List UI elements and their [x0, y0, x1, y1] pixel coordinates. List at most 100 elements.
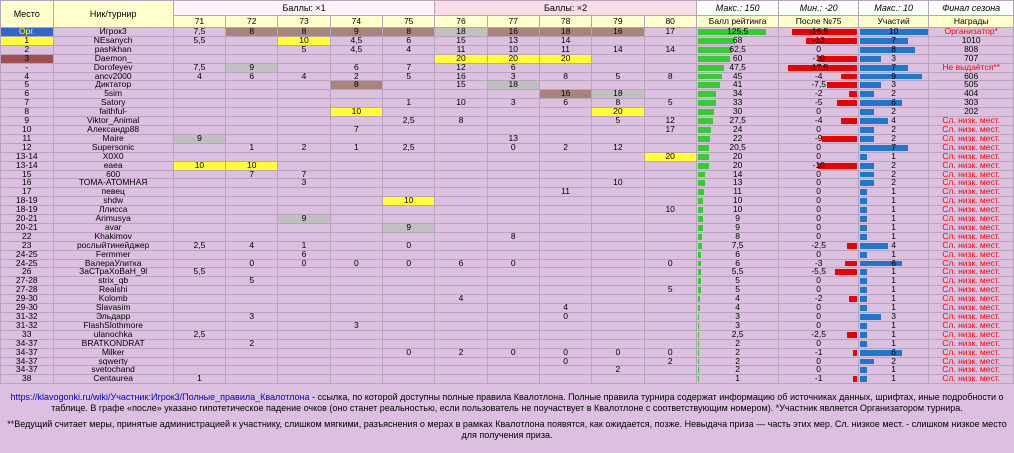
score-cell: [643, 80, 697, 91]
score-cell: [277, 347, 331, 358]
score-cell: [277, 133, 331, 144]
score-cell: 14: [538, 35, 593, 46]
rating-value: 6: [735, 250, 740, 259]
score-cell: [172, 178, 227, 189]
score-cell: [382, 249, 436, 260]
table-row: 27-28 Realshi 5 5 0 1 Сл. низк. мест.: [0, 285, 1014, 296]
score-cell: [172, 196, 227, 207]
after-value: -3: [814, 259, 823, 268]
rating-bar: [697, 216, 703, 222]
after-value: -7,5: [811, 80, 826, 90]
count-cell: 7: [857, 62, 930, 73]
count-bar: [859, 91, 874, 98]
score-cell: [643, 53, 697, 64]
score-cell: [225, 196, 279, 207]
header-tournament-80: 80: [643, 15, 697, 28]
header-final: Финал сезона: [928, 0, 1014, 16]
score-cell: [538, 222, 593, 233]
score-cell: 0: [382, 347, 436, 358]
award-cell: Сл. низк. мест.: [928, 338, 1014, 349]
score-cell: [382, 160, 436, 171]
score-cell: [172, 44, 227, 55]
score-cell: [591, 222, 645, 233]
nick-cell: Эльдарр: [52, 312, 174, 322]
count-bar: [859, 287, 867, 294]
score-cell: 5,5: [172, 267, 227, 278]
rating-cell: 2: [695, 365, 780, 376]
score-cell: [172, 142, 227, 153]
after-value: 0: [816, 125, 821, 134]
count-cell: 8: [857, 44, 930, 55]
award-cell: Сл. низк. мест.: [928, 214, 1014, 224]
award-cell: Сл. низк. мест.: [928, 365, 1014, 376]
rating-cell: 7,5: [695, 240, 780, 251]
score-cell: [172, 151, 227, 162]
count-value: 1: [891, 205, 896, 215]
score-cell: 20: [434, 53, 488, 64]
count-value: 3: [891, 80, 896, 90]
count-value: 1: [891, 267, 896, 277]
score-cell: [591, 160, 645, 171]
award-cell: Сл. низк. мест.: [928, 133, 1014, 144]
rating-cell: 5: [695, 285, 780, 296]
rating-cell: 11: [695, 187, 780, 198]
rating-cell: 22: [695, 133, 780, 144]
after-cell: -4: [778, 71, 859, 82]
score-cell: [643, 178, 697, 189]
after-bar: [849, 296, 857, 303]
count-bar: [859, 171, 874, 178]
count-value: 7: [891, 36, 896, 45]
score-cell: 11: [538, 187, 593, 198]
score-cell: [486, 196, 540, 207]
header-awards: Награды: [928, 15, 1014, 28]
score-cell: [172, 294, 227, 305]
score-cell: [643, 142, 697, 153]
after-value: 0: [816, 357, 821, 366]
nick-cell: певец: [52, 187, 174, 198]
score-cell: [643, 338, 697, 349]
rules-link[interactable]: https://klavogonki.ru/wiki/Участник:Игро…: [10, 392, 310, 402]
score-cell: [382, 320, 436, 331]
score-cell: 6: [486, 62, 540, 73]
count-cell: 1: [857, 205, 930, 216]
rating-bar: [697, 269, 701, 276]
score-cell: 6: [329, 62, 384, 73]
score-cell: [277, 124, 331, 135]
place-cell: 8: [0, 107, 54, 118]
score-cell: [643, 187, 697, 198]
table-row: 38 Centaurea 1 1 -1 1 Сл. низк. мест.: [0, 374, 1014, 385]
after-bar: [837, 100, 857, 107]
score-cell: [486, 285, 540, 296]
rating-value: 2,5: [731, 330, 744, 339]
score-cell: 2: [643, 356, 697, 367]
score-cell: 4,5: [329, 35, 384, 46]
award-cell: Сл. низк. мест.: [928, 222, 1014, 233]
score-cell: [591, 267, 645, 278]
count-value: 7: [891, 63, 896, 72]
rating-value: 11: [733, 187, 743, 197]
count-cell: 1: [857, 320, 930, 331]
place-cell: 7: [0, 98, 54, 109]
after-value: 0: [816, 223, 821, 232]
score-cell: [434, 133, 488, 144]
score-cell: [277, 116, 331, 126]
after-bar: [792, 29, 857, 35]
score-cell: [591, 329, 645, 340]
count-bar: [859, 37, 909, 44]
count-value: 1: [891, 321, 896, 330]
header-max-150: Макс.: 150: [695, 0, 780, 16]
score-cell: [591, 196, 645, 207]
nick-cell: sqwerty: [52, 356, 174, 367]
table-row: 27-28 strix_qb 5 5 0 1 Сл. низк. мест.: [0, 276, 1014, 287]
count-value: 6: [891, 348, 896, 357]
score-cell: 10: [434, 98, 488, 109]
nick-cell: BRATKONDRAT: [52, 338, 174, 349]
score-cell: [486, 178, 540, 189]
score-cell: 8: [277, 27, 331, 37]
score-cell: [486, 160, 540, 171]
score-cell: [277, 89, 331, 100]
count-value: 1: [891, 339, 896, 348]
score-cell: 2,5: [382, 116, 436, 126]
after-bar: [847, 242, 857, 249]
rating-cell: 6: [695, 258, 780, 269]
